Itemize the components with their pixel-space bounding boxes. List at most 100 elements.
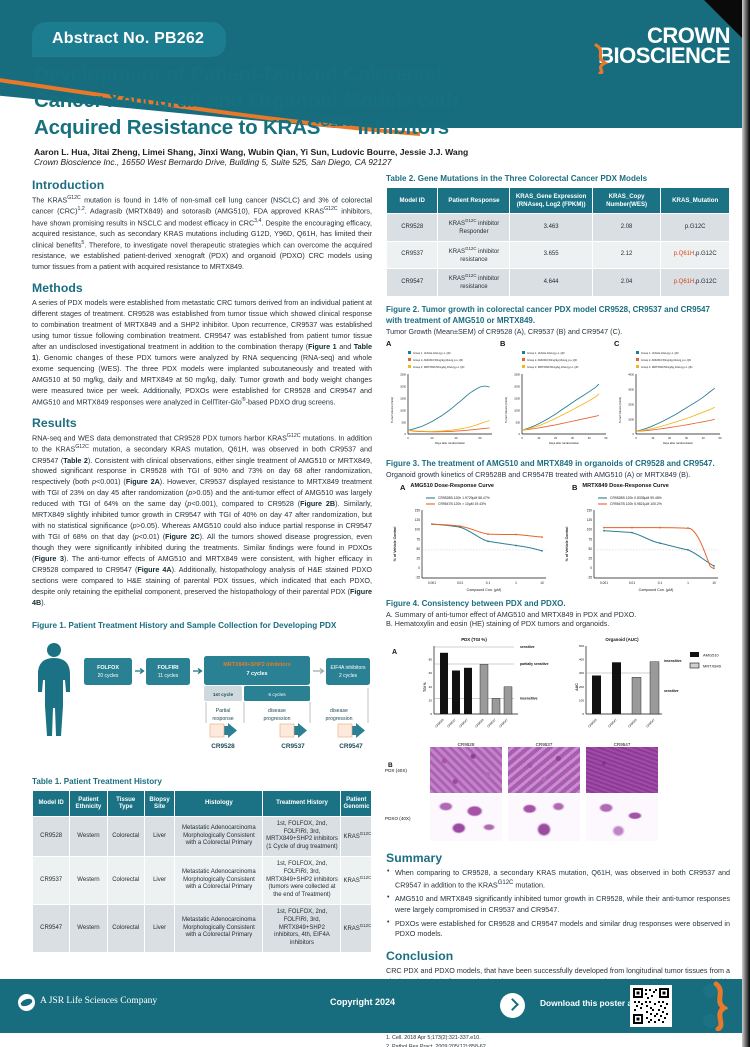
- th-biopsy-site: Biopsy Site: [143, 789, 176, 817]
- svg-text:100: 100: [587, 528, 593, 532]
- left-column: Introduction The KRASG12C mutation is fo…: [31, 178, 373, 954]
- svg-text:-25: -25: [415, 576, 420, 580]
- svg-text:MRTX849+SHP2 inhibitors: MRTX849+SHP2 inhibitors: [223, 662, 291, 668]
- cell-model: CR9528: [385, 213, 439, 242]
- copyright-text: Copyright 2024: [330, 997, 396, 1007]
- th-patient-ethnicity: Patient Ethnicity: [69, 789, 108, 817]
- svg-text:3000: 3000: [628, 388, 634, 392]
- svg-text:40: 40: [455, 436, 458, 440]
- figure-3-caption: Figure 3. The treatment of AMG510 and MR…: [386, 459, 715, 469]
- svg-text:400: 400: [579, 658, 584, 662]
- cell-mutation: p.Q61H,p.G12C: [660, 240, 730, 270]
- svg-text:Partial: Partial: [216, 708, 231, 714]
- th-kras-mutation: KRAS_Mutation: [660, 186, 730, 215]
- cell-histology: Metastatic Adenocarcinoma Morphologicall…: [174, 856, 264, 906]
- table-1-header-row: Model ID Patient Ethnicity Tissue Type B…: [31, 789, 372, 817]
- panel-letter-c: C: [614, 339, 620, 349]
- hist-col-cr9547: CR9547: [613, 742, 631, 748]
- cell-model: CR9547: [31, 904, 71, 954]
- legend-cr9547b: CR9547B 120h > 10µM 19.43%: [438, 502, 486, 506]
- dna-helix-icon: [594, 43, 609, 74]
- svg-text:Group 2, AMG510,50mg/kg,10uL/g: Group 2, AMG510,50mg/kg,10uL/g,p.o.,QD: [641, 358, 691, 362]
- svg-text:CR9547: CR9547: [607, 718, 618, 729]
- svg-text:insensitive: insensitive: [520, 696, 538, 700]
- logo-line-1: CROWN: [646, 23, 731, 48]
- cell-tissue: Colorectal: [106, 904, 145, 954]
- hist-row-pdx: PDX (40X): [385, 767, 407, 773]
- legend-mrtx849: Group 3, MRTX849,50mg/kg,10uL/g,p.o.,QD: [413, 365, 465, 369]
- svg-text:-25: -25: [587, 576, 592, 580]
- svg-text:CR9547: CR9547: [339, 743, 363, 750]
- cell-biopsy: Liver: [143, 815, 176, 858]
- svg-text:0.001: 0.001: [600, 581, 608, 585]
- figure-1-title: Figure 1. Patient Treatment History and …: [32, 620, 337, 630]
- cell-copy-number: 2.04: [591, 268, 662, 297]
- svg-text:500: 500: [579, 644, 584, 648]
- download-poster-text: Download this poster at:: [540, 998, 638, 1008]
- chart-fig3b: CR9528B 120h 0.8335µM 99.48% CR9547B 120…: [565, 496, 718, 592]
- list-item: When comparing to CR9528, a secondary KR…: [386, 867, 730, 891]
- histology-image-pdx-cr9547: [586, 747, 658, 794]
- crown-ribbon-icon: [703, 981, 729, 1031]
- svg-text:0: 0: [430, 712, 432, 716]
- th-patient-genomic: Patient Genomic: [340, 789, 372, 817]
- svg-text:CR9537: CR9537: [446, 718, 457, 729]
- svg-text:200: 200: [579, 685, 584, 689]
- svg-text:0: 0: [635, 436, 637, 440]
- legend-cr9528b: CR9528B 120h 0.8335µM 99.48%: [610, 496, 662, 500]
- title-line-3a: Acquired Resistance to KRAS: [34, 116, 321, 140]
- svg-text:response: response: [212, 716, 233, 722]
- figure-2-panel-a: A Group 1, Vehicle,10uL/g,p.o.,QD Group …: [386, 339, 498, 451]
- svg-text:CR9547: CR9547: [458, 718, 469, 729]
- cell-ethnicity: Western: [69, 856, 108, 906]
- title-superscript: G12C: [320, 115, 353, 130]
- svg-text:20: 20: [429, 698, 433, 702]
- svg-text:partially sensitive: partially sensitive: [520, 662, 549, 666]
- cell-genomic: KRASG12C: [340, 904, 372, 954]
- svg-text:Group 1, Vehicle,10uL/g,p.o.,Q: Group 1, Vehicle,10uL/g,p.o.,QD: [527, 351, 565, 355]
- svg-text:CR9537: CR9537: [281, 743, 305, 750]
- figure-3b-title: MRTX849 Dose-Response Curve: [582, 482, 669, 489]
- svg-text:CR9528: CR9528: [434, 718, 445, 729]
- hist-row-pdxo: PDXO (40X): [385, 815, 411, 821]
- table-2-header-row: Model ID Patient Response KRAS_Gene Expr…: [385, 186, 730, 215]
- logo-line-2: BIOSCIENCE: [598, 43, 730, 69]
- svg-text:10: 10: [537, 436, 540, 440]
- svg-text:75: 75: [588, 537, 592, 541]
- svg-text:Group 3, MRTX849,50mg/kg,10uL/: Group 3, MRTX849,50mg/kg,10uL/g,p.o.,QD: [641, 365, 693, 369]
- svg-text:40: 40: [429, 685, 433, 689]
- cell-ethnicity: Western: [69, 815, 108, 858]
- chart-fig2a: Group 1, Vehicle,10uL/g,p.o.,QD Group 2,…: [390, 351, 492, 445]
- figure-4-panel-b: B CR9528 CR9537 CR9547 PDX (40X) PDXO (4…: [385, 742, 730, 842]
- introduction-heading: Introduction: [32, 178, 105, 192]
- svg-text:CR9528: CR9528: [211, 743, 235, 750]
- svg-text:25: 25: [588, 556, 592, 560]
- svg-text:10: 10: [540, 581, 544, 585]
- chart-fig2c: Group 1, Vehicle,10uL/g,p.o.,QD Group 2,…: [618, 351, 722, 445]
- legend-vehicle: Group 1, Vehicle,10uL/g,p.o.,QD: [413, 351, 451, 355]
- figure-4-sub-b: B. Hematoxylin and eosin (HE) staining o…: [386, 619, 610, 629]
- list-item: AMG510 and MRTX849 significantly inhibit…: [386, 893, 730, 916]
- svg-text:disease: disease: [268, 708, 286, 714]
- introduction-body: The KRASG12C mutation is found in 14% of…: [32, 195, 373, 272]
- qr-code[interactable]: [630, 985, 672, 1027]
- svg-text:0: 0: [407, 436, 409, 440]
- jsr-text: A JSR Life Sciences Company: [40, 996, 158, 1006]
- table-2-caption: Table 2. Gene Mutations in the Three Col…: [386, 174, 648, 183]
- th-histology: Histology: [174, 789, 264, 817]
- figure-4-sub-a: A. Summary of anti-tumor effect of AMG51…: [386, 609, 637, 619]
- right-column: Table 2. Gene Mutations in the Three Col…: [385, 174, 730, 1047]
- chevron-right-icon[interactable]: [500, 993, 525, 1018]
- panel-letter-b: B: [500, 339, 506, 349]
- figure-1-diagram: FOLFOX 20 cycles FOLFIRI 11 cycles MRTX8…: [38, 642, 370, 750]
- chart-fig3a: CR9528B 120h 1.9729µM 58.47% CR9547B 120…: [393, 496, 546, 592]
- th-tissue-type: Tissue Type: [106, 789, 145, 817]
- svg-text:0: 0: [519, 432, 521, 436]
- legend-cr9528b: CR9528B 120h 1.9729µM 58.47%: [438, 496, 490, 500]
- footer-band: A JSR Life Sciences Company Copyright 20…: [0, 979, 750, 1033]
- reference-item: 1. Cell. 2018 Apr 5;173(2):321-337.e10.: [386, 1035, 481, 1042]
- svg-text:80: 80: [429, 658, 433, 662]
- svg-text:sensitive: sensitive: [520, 645, 535, 649]
- legend-amg510: AMG510: [703, 652, 720, 657]
- svg-text:1500: 1500: [400, 397, 406, 401]
